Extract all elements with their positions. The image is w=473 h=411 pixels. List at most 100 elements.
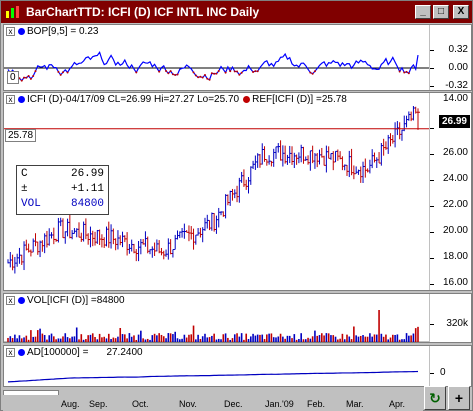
- volume-bar: [263, 339, 266, 342]
- volume-bar: [380, 333, 383, 342]
- volume-bar: [364, 336, 367, 342]
- bop-negative-point: [169, 70, 172, 73]
- nav-buttons: ↻ +: [424, 386, 470, 410]
- add-button[interactable]: +: [448, 386, 470, 410]
- volume-close-box[interactable]: x: [6, 296, 15, 305]
- volume-bar: [48, 335, 51, 342]
- bop-negative-point: [313, 70, 316, 73]
- volume-bar: [279, 333, 282, 342]
- window-title: BarChartTTD: ICFI (D) ICF INTL INC Daily: [26, 5, 260, 19]
- volume-bar: [309, 338, 312, 342]
- volume-dot-icon: [18, 297, 25, 304]
- volume-bar: [103, 336, 106, 342]
- volume-bar: [320, 333, 323, 342]
- bop-zero-label: 0: [7, 71, 19, 84]
- volume-scale: 320k: [429, 294, 471, 342]
- info-vol-label: VOL: [21, 197, 41, 210]
- ad-plot: [7, 370, 419, 383]
- volume-bar: [341, 333, 344, 342]
- ad-panel: x AD[100000] = 27.2400 0: [3, 345, 472, 387]
- bop-negative-point: [254, 70, 257, 73]
- volume-bar: [334, 336, 337, 342]
- volume-bar: [304, 339, 307, 342]
- volume-bar: [197, 334, 199, 342]
- info-box: C 26.99 ± +1.11 VOL 84800: [16, 165, 109, 215]
- volume-bar: [206, 337, 209, 342]
- bop-negative-point: [194, 74, 197, 77]
- volume-bar: [149, 339, 151, 342]
- volume-bar: [256, 334, 259, 342]
- volume-bar: [89, 334, 92, 342]
- bop-negative-point: [217, 69, 220, 72]
- price-scale: 26.99 26.00 24.00 22.00 20.00 18.00 16.0…: [429, 93, 471, 290]
- volume-bar: [75, 327, 78, 342]
- volume-bar: [80, 334, 83, 342]
- volume-bar: [316, 335, 319, 342]
- volume-bar: [233, 334, 236, 342]
- volume-bar: [14, 334, 16, 342]
- bop-plot: [4, 50, 429, 82]
- volume-bar: [272, 337, 275, 342]
- volume-bar: [298, 338, 300, 342]
- bop-label: BOP[9,5] = 0.23: [27, 26, 99, 37]
- ad-scale: 0: [429, 346, 471, 386]
- price-close-box[interactable]: x: [6, 95, 15, 104]
- ref-label: REF[ICFI (D)] =25.78: [252, 94, 347, 105]
- bop-negative-point: [158, 70, 161, 73]
- info-change-value: +1.11: [70, 182, 104, 195]
- bop-negative-point: [199, 75, 202, 78]
- bop-tick-label: -0.32: [445, 80, 468, 91]
- bop-close-box[interactable]: x: [6, 27, 15, 36]
- ad-close-box[interactable]: x: [6, 348, 15, 357]
- title-bar[interactable]: BarChartTTD: ICFI (D) ICF INTL INC Daily…: [1, 1, 472, 23]
- volume-bar: [282, 336, 284, 342]
- volume-bar: [96, 339, 99, 342]
- volume-bar: [314, 330, 316, 342]
- refresh-button[interactable]: ↻: [424, 386, 446, 410]
- price-tick-label: 16.00: [442, 277, 468, 288]
- volume-bar: [252, 333, 254, 342]
- date-tick-label: Feb.: [307, 399, 326, 409]
- volume-bar: [249, 336, 252, 342]
- volume-bar: [87, 335, 89, 342]
- volume-bar: [238, 336, 241, 342]
- maximize-button[interactable]: □: [433, 5, 449, 19]
- date-tick-label: Aug.: [61, 399, 80, 409]
- volume-bar: [59, 338, 62, 342]
- volume-bar: [357, 336, 360, 342]
- close-button[interactable]: X: [453, 5, 469, 19]
- volume-bar: [378, 310, 380, 342]
- bop-negative-point: [165, 69, 168, 72]
- volume-bar: [410, 335, 412, 342]
- ad-header: x AD[100000] = 27.2400: [4, 346, 471, 359]
- volume-bar: [373, 334, 376, 342]
- volume-bar: [91, 333, 94, 342]
- volume-bar: [286, 335, 289, 342]
- bop-negative-point: [203, 73, 206, 76]
- volume-bar: [369, 333, 371, 342]
- volume-bar: [414, 328, 417, 342]
- volume-bar: [302, 339, 305, 342]
- price-tick-label: 22.00: [442, 199, 468, 210]
- volume-bar: [55, 339, 57, 342]
- volume-bar: [30, 330, 32, 342]
- bop-negative-point: [197, 76, 200, 79]
- date-tick-label: Oct.: [132, 399, 149, 409]
- date-tick-label: Dec.: [224, 399, 243, 409]
- bop-header: x BOP[9,5] = 0.23: [4, 25, 471, 38]
- volume-bar: [387, 339, 390, 342]
- volume-bar: [300, 333, 302, 342]
- volume-bar: [270, 333, 273, 342]
- volume-bar: [288, 335, 291, 342]
- minimize-button[interactable]: _: [415, 5, 431, 19]
- bop-negative-point: [238, 73, 241, 76]
- volume-bar: [128, 333, 131, 342]
- bop-negative-point: [135, 71, 138, 74]
- volume-bar: [174, 331, 177, 342]
- bop-negative-point: [252, 70, 255, 73]
- date-tick-label: Nov.: [179, 399, 197, 409]
- ad-line: [7, 370, 419, 383]
- volume-plot: [4, 310, 429, 342]
- bop-negative-point: [171, 73, 174, 76]
- bop-negative-point: [25, 76, 28, 79]
